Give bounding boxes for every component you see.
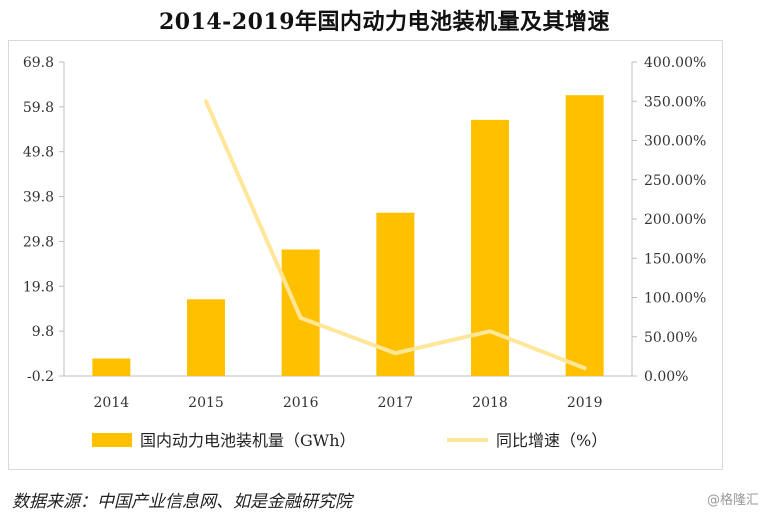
legend-swatch-bars <box>92 433 132 447</box>
bar <box>565 95 604 377</box>
watermark: @格隆汇 <box>706 493 759 508</box>
source-note: 数据来源：中国产业信息网、如是金融研究院 <box>12 492 352 512</box>
x-tick-label: 2019 <box>567 395 603 411</box>
y-right-tick-label: 0.00% <box>644 369 688 385</box>
y-left-tick-label: -0.2 <box>27 369 54 385</box>
y-right-tick-label: 150.00% <box>644 251 706 267</box>
y-right-tick-label: 100.00% <box>644 291 706 307</box>
y-left-tick-label: 69.8 <box>23 55 54 71</box>
y-left-tick-label: 59.8 <box>23 100 54 116</box>
y-right-tick-label: 200.00% <box>644 212 706 228</box>
legend-label-line: 同比增速（%） <box>496 431 607 450</box>
y-left-tick-label: 19.8 <box>23 279 54 295</box>
y-right-tick-label: 50.00% <box>644 330 697 346</box>
y-left-tick-label: 49.8 <box>23 145 54 161</box>
legend-label-bars: 国内动力电池装机量（GWh） <box>140 431 356 450</box>
bar <box>92 358 131 376</box>
y-right-tick-label: 400.00% <box>644 55 706 71</box>
chart-frame <box>8 40 723 470</box>
y-right-tick-label: 250.00% <box>644 173 706 189</box>
chart-title: 2014-2019年国内动力电池装机量及其增速 <box>158 9 611 35</box>
bar <box>187 299 225 376</box>
y-left-tick-label: 39.8 <box>23 190 54 206</box>
x-tick-label: 2015 <box>188 395 224 411</box>
y-left-tick-label: 9.8 <box>32 324 54 340</box>
x-tick-label: 2014 <box>94 395 130 411</box>
y-right-tick-label: 300.00% <box>644 134 706 150</box>
x-tick-label: 2017 <box>378 395 414 411</box>
y-left-tick-label: 29.8 <box>23 234 54 250</box>
bar <box>281 249 320 376</box>
x-tick-label: 2016 <box>283 395 319 411</box>
y-right-tick-label: 350.00% <box>644 94 706 110</box>
x-tick-label: 2018 <box>472 395 508 411</box>
